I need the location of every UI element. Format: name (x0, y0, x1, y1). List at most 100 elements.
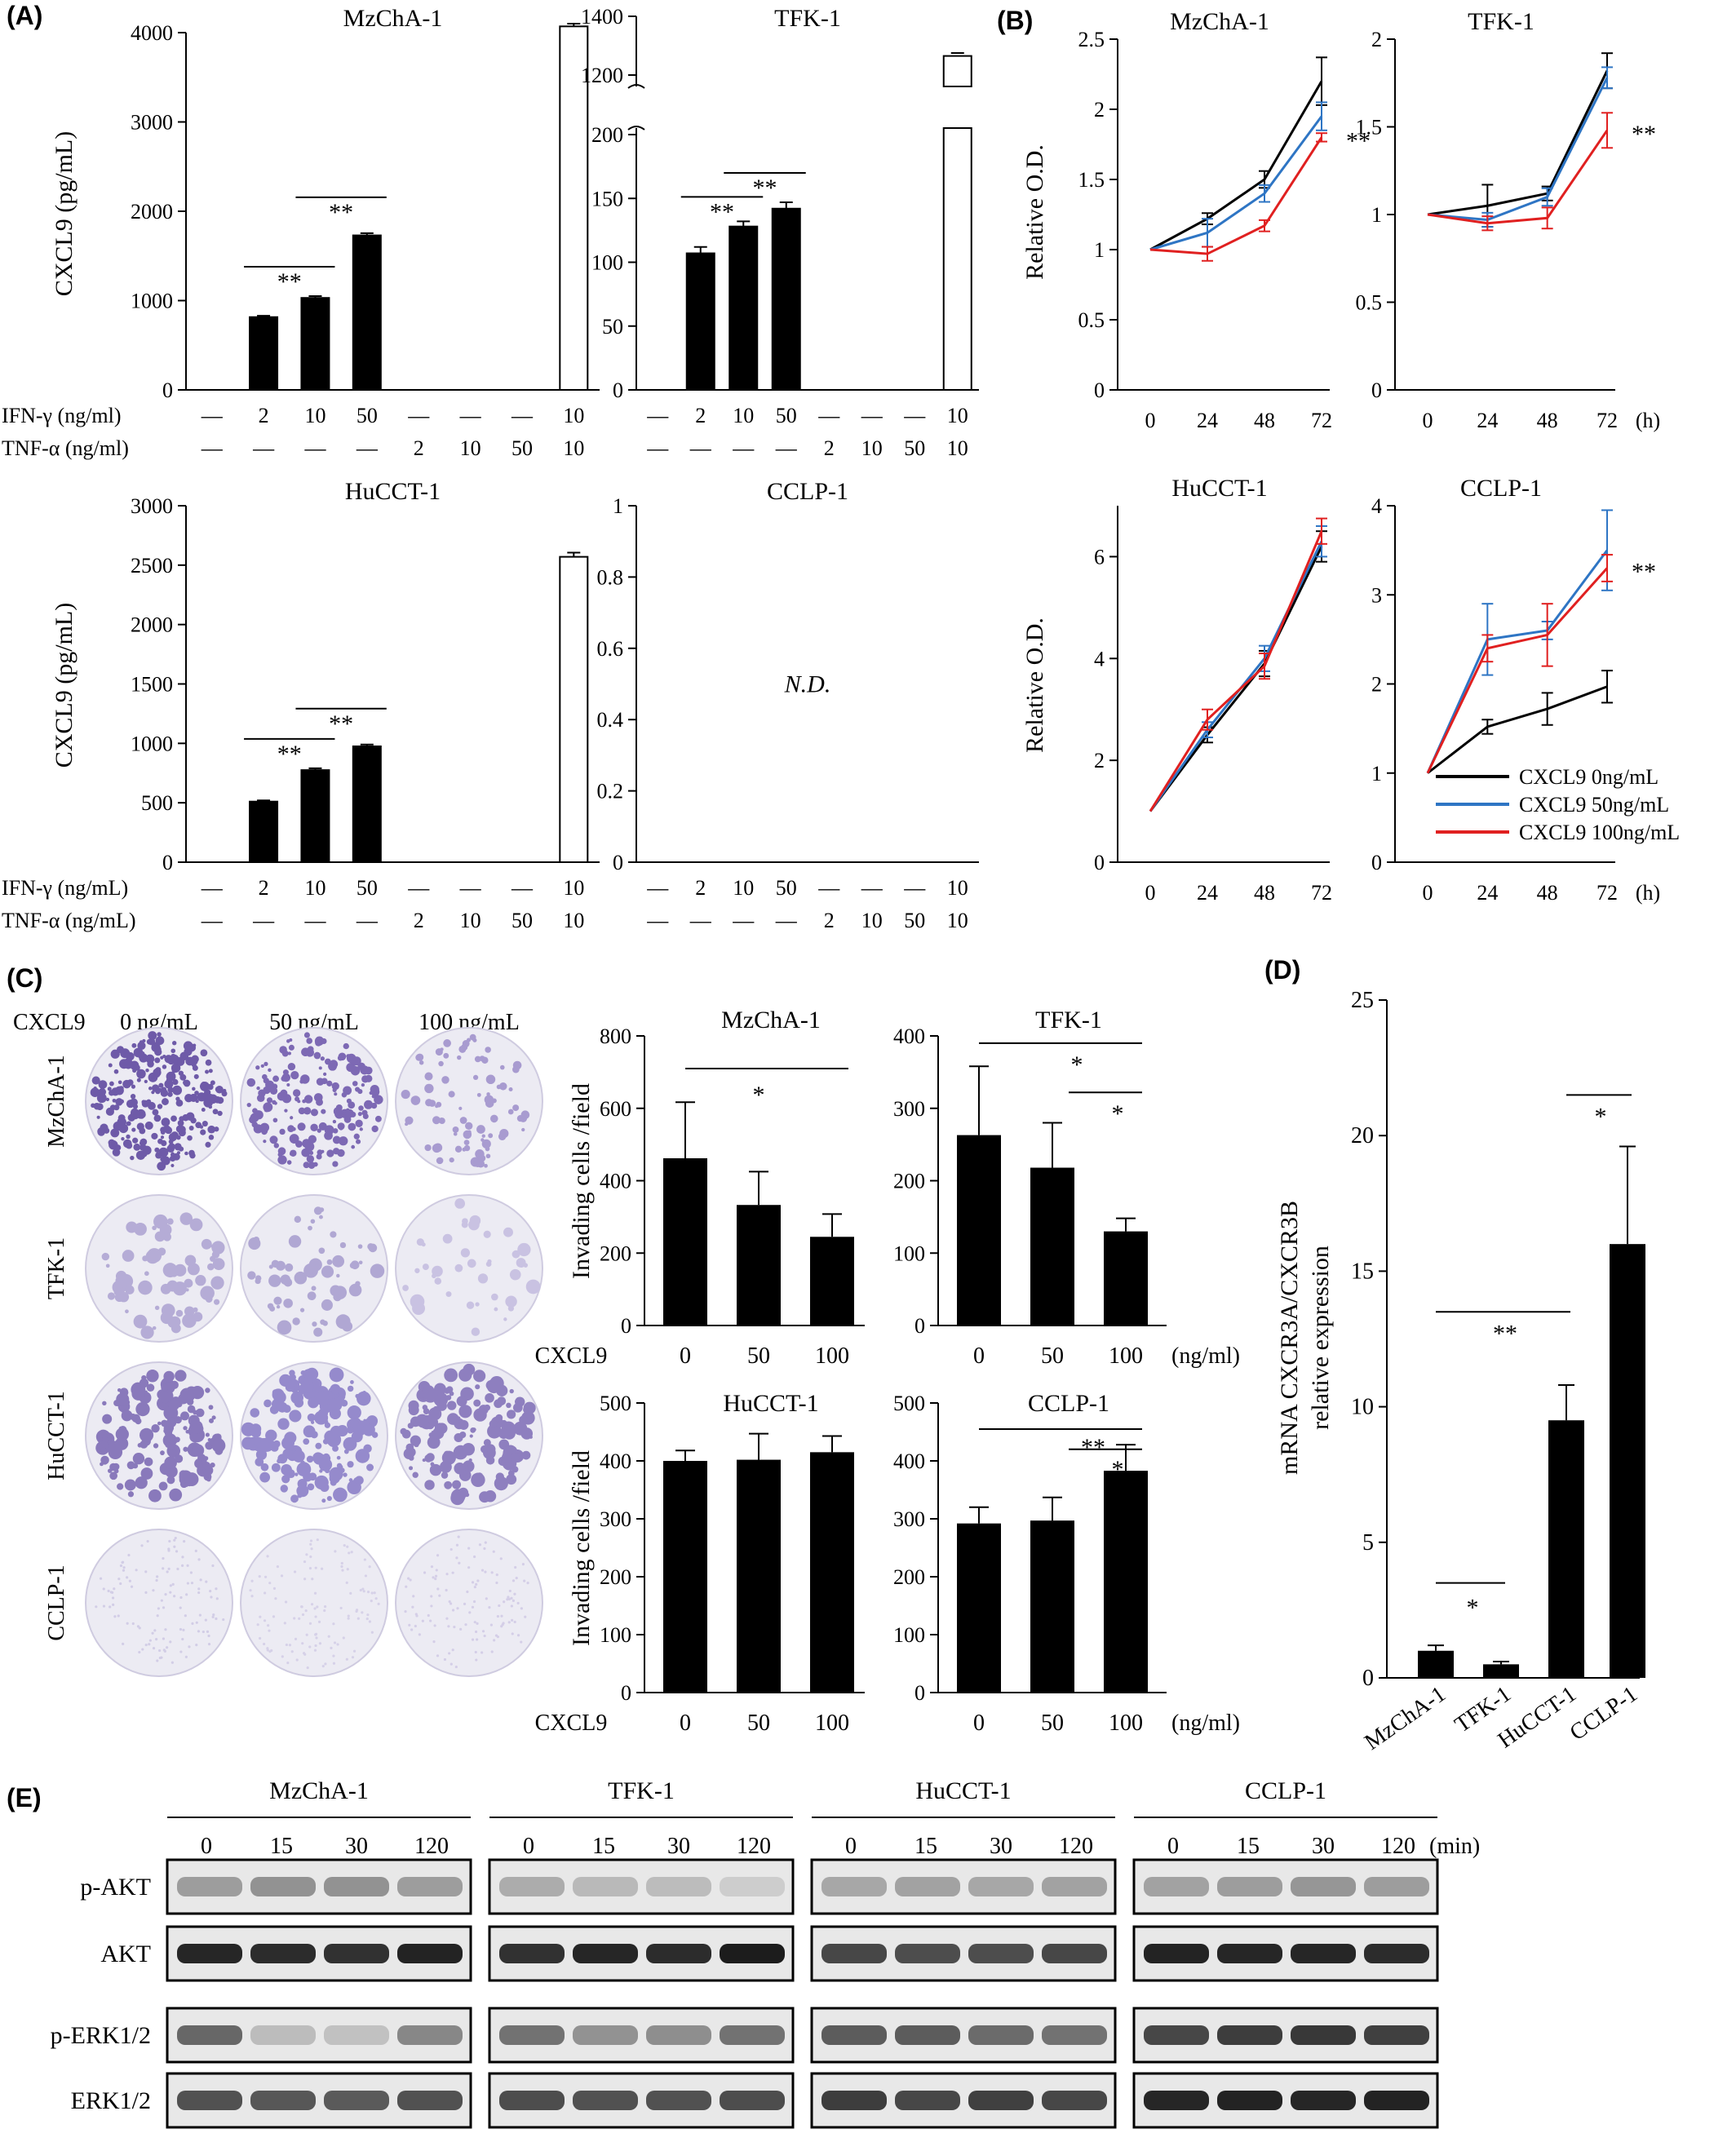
blot-row-label: p-ERK1/2 (51, 2022, 151, 2049)
blot-band (1364, 2025, 1429, 2045)
stained-cell (293, 1617, 296, 1620)
y-tick-label: 2000 (131, 613, 173, 637)
stained-cell (273, 1143, 280, 1148)
blot-band (1042, 2025, 1107, 2045)
stained-cell (200, 1082, 210, 1091)
tnf-value: — (252, 909, 275, 932)
stained-cell (436, 1587, 440, 1591)
stained-cell (208, 1069, 213, 1073)
stained-cell (165, 1441, 171, 1449)
blot-band (720, 1944, 785, 1963)
stained-cell (205, 1432, 210, 1437)
stained-cell (465, 1122, 473, 1131)
tnf-value: — (303, 436, 326, 460)
stained-cell (317, 1128, 321, 1133)
y-tick-label: 0.6 (597, 637, 624, 661)
blot-band (968, 2091, 1034, 2110)
stained-cell (451, 1571, 454, 1574)
stained-cell (318, 1458, 333, 1472)
y-tick-label: 300 (893, 1097, 925, 1121)
stained-cell (300, 1370, 306, 1375)
stained-cell (476, 1092, 481, 1097)
stained-cell (210, 1595, 213, 1599)
stained-cell (310, 1547, 313, 1551)
stained-cell (121, 1410, 133, 1422)
significance-mark: ** (277, 741, 302, 768)
stained-cell (260, 1463, 269, 1472)
stained-cell (176, 1567, 179, 1571)
stained-cell (274, 1597, 277, 1600)
stained-cell (217, 1110, 223, 1117)
stained-cell (199, 1125, 204, 1129)
stained-cell (206, 1630, 210, 1633)
stained-cell (203, 1092, 208, 1096)
stained-cell (493, 1639, 496, 1642)
stained-cell (474, 1650, 477, 1654)
stained-cell (259, 1615, 262, 1618)
stained-cell (496, 1614, 500, 1618)
y-axis-label: Invading cells /field (568, 1450, 595, 1646)
blot-band (573, 1944, 638, 1963)
cell-line-label: MzChA-1 (44, 1055, 69, 1148)
stained-cell (125, 1309, 129, 1314)
stained-cell (200, 1049, 208, 1057)
y-tick-label: 400 (893, 1449, 925, 1473)
stained-cell (314, 1633, 317, 1636)
y-tick-label: 3000 (131, 494, 173, 518)
stained-cell (526, 1581, 529, 1585)
stained-cell (401, 1089, 410, 1100)
stained-cell (174, 1143, 182, 1151)
stained-cell (370, 1422, 374, 1426)
stained-cell (339, 1136, 348, 1146)
stained-cell (280, 1574, 284, 1578)
y-tick-label: 0 (1094, 378, 1105, 402)
stained-cell (267, 1624, 270, 1627)
stained-cell (474, 1056, 481, 1063)
stained-cell (461, 1494, 466, 1498)
stained-cell (512, 1104, 520, 1112)
panel-label-e: (E) (7, 1783, 42, 1812)
stained-cell (484, 1541, 487, 1544)
stained-cell (436, 1101, 442, 1108)
blot-band (1042, 1944, 1107, 1963)
stained-cell (298, 1617, 301, 1621)
stained-cell (503, 1317, 507, 1321)
stained-cell (350, 1380, 354, 1384)
stained-cell (483, 1439, 491, 1447)
stained-cell (179, 1627, 183, 1631)
y-tick-label: 2000 (131, 200, 173, 223)
western-blot-panel (488, 2007, 795, 2064)
stained-cell (475, 1302, 480, 1307)
stained-cell (315, 1636, 318, 1640)
stained-cell (184, 1151, 188, 1156)
blot-band (720, 2025, 785, 2045)
stained-cell (314, 1644, 317, 1648)
stained-cell (430, 1604, 433, 1608)
y-tick-label: 500 (893, 1392, 925, 1415)
bar (1418, 1650, 1454, 1678)
blot-band (324, 2091, 389, 2110)
stained-cell (193, 1073, 199, 1079)
stained-cell (205, 1141, 211, 1148)
time-label: 30 (1312, 1834, 1335, 1859)
stained-cell (508, 1087, 513, 1092)
tnf-value: 50 (904, 909, 925, 932)
stained-cell (255, 1457, 264, 1467)
stained-cell (173, 1545, 176, 1548)
stained-cell (285, 1643, 289, 1647)
stained-cell (139, 1127, 146, 1135)
stained-cell (255, 1110, 262, 1117)
chart-title: CCLP-1 (767, 478, 848, 505)
stained-cell (434, 1277, 442, 1285)
stained-cell (266, 1097, 273, 1104)
stained-cell (258, 1089, 266, 1097)
stained-cell (131, 1084, 136, 1089)
stained-cell (467, 1130, 472, 1135)
blot-band (968, 1877, 1034, 1896)
y-axis-label: relative expression (1307, 1246, 1334, 1430)
stained-cell (193, 1312, 203, 1322)
stained-cell (366, 1613, 370, 1617)
stained-cell (359, 1588, 362, 1592)
stained-cell (164, 1628, 167, 1631)
stained-cell (305, 1048, 315, 1057)
